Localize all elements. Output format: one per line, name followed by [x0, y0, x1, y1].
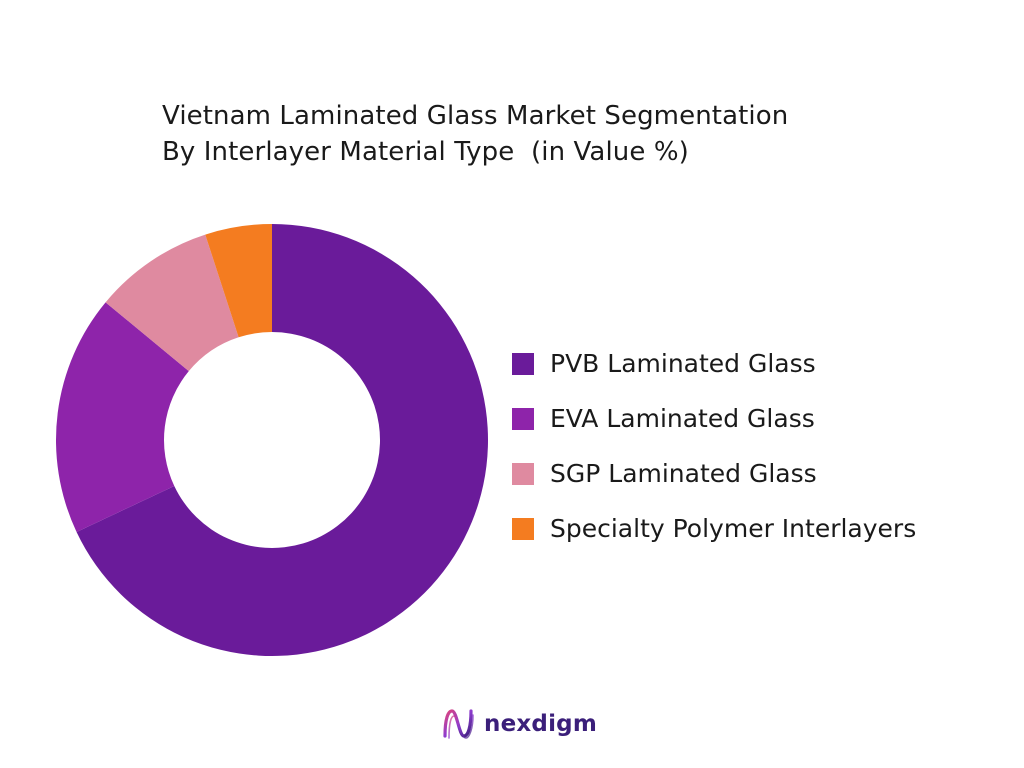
donut-slice-pvb: [76, 224, 489, 657]
legend-swatch-sgp: [512, 462, 534, 485]
legend-label-specialty: Specialty Polymer Interlayers: [550, 514, 917, 543]
donut-slice-specialty: [205, 224, 272, 338]
donut-slice-sgp: [105, 234, 239, 372]
legend-swatch-pvb: [512, 352, 534, 375]
chart-title: Vietnam Laminated Glass Market Segmentat…: [162, 98, 922, 170]
legend-item-specialty: Specialty Polymer Interlayers: [512, 501, 1012, 556]
chart-title-line-1: Vietnam Laminated Glass Market Segmentat…: [162, 101, 789, 131]
brand-name: nexdigm: [484, 711, 597, 737]
brand: nexdigm: [440, 704, 597, 744]
legend-swatch-specialty: [512, 517, 534, 540]
legend-label-sgp: SGP Laminated Glass: [550, 459, 817, 488]
legend-item-sgp: SGP Laminated Glass: [512, 446, 1012, 501]
legend-swatch-eva: [512, 407, 534, 430]
donut-slice-eva: [55, 302, 189, 532]
legend-item-eva: EVA Laminated Glass: [512, 391, 1012, 446]
legend: PVB Laminated Glass EVA Laminated Glass …: [512, 336, 1012, 556]
legend-label-eva: EVA Laminated Glass: [550, 404, 815, 433]
legend-label-pvb: PVB Laminated Glass: [550, 349, 816, 378]
nexdigm-logo-icon: [443, 709, 474, 739]
chart-title-line-2: By Interlayer Material Type (in Value %): [162, 137, 689, 167]
legend-item-pvb: PVB Laminated Glass: [512, 336, 1012, 391]
